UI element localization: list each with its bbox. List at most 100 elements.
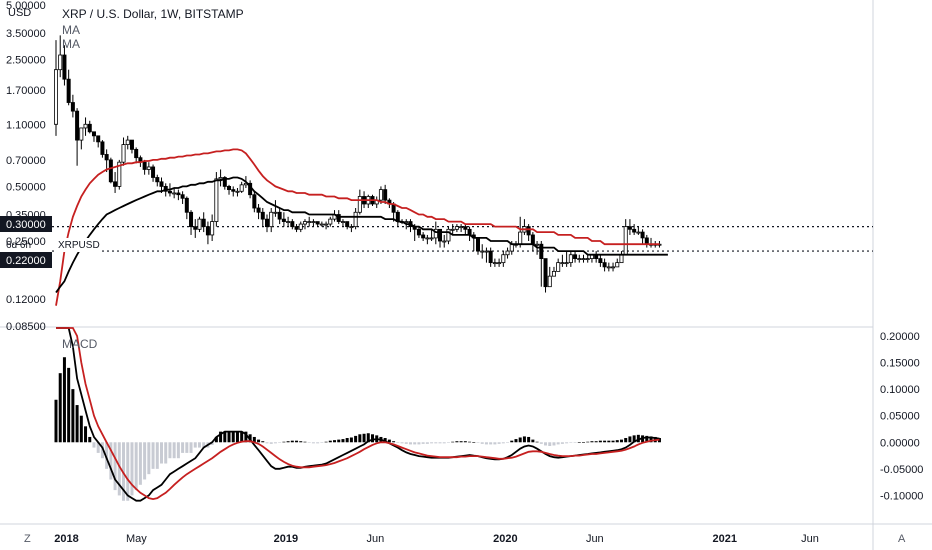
macd-histogram-bar	[645, 435, 649, 443]
time-axis-label: 2018	[54, 533, 78, 545]
time-axis-label: 2021	[713, 533, 737, 545]
macd-histogram-bar	[278, 442, 282, 443]
macd-label[interactable]: MACD	[62, 337, 98, 351]
candle-body	[210, 221, 215, 236]
price-tick-label: 0.08500	[6, 321, 46, 333]
macd-histogram-bar	[240, 431, 244, 443]
macd-histogram-bar	[210, 442, 214, 445]
macd-histogram-bar	[202, 442, 206, 448]
candle-body	[205, 226, 210, 236]
auto-scale-button[interactable]: A	[898, 533, 906, 545]
currency-label: USD	[8, 7, 31, 19]
macd-histogram-bar	[522, 436, 526, 443]
candle-body	[497, 262, 502, 265]
macd-histogram-bar	[214, 436, 218, 443]
macd-histogram-bar	[387, 439, 391, 443]
macd-line	[56, 327, 660, 502]
macd-histogram-bar	[560, 442, 564, 444]
macd-histogram-bar	[88, 436, 92, 443]
macd-histogram-bar	[79, 415, 83, 443]
macd-histogram-bar	[100, 442, 104, 459]
macd-tick-label: 0.15000	[880, 358, 920, 370]
macd-histogram-bar	[628, 436, 632, 443]
candle-body	[632, 228, 637, 233]
time-axis-label: 2019	[274, 533, 298, 545]
macd-histogram-bar	[451, 441, 455, 443]
macd-histogram-bar	[96, 442, 100, 453]
macd-histogram-bar	[506, 442, 510, 443]
candle-body	[180, 194, 185, 199]
candle-body	[383, 189, 388, 201]
macd-histogram-bar	[476, 442, 480, 443]
macd-histogram-bar	[172, 442, 176, 459]
candle-body	[277, 211, 282, 220]
macd-histogram-bar	[197, 442, 201, 448]
chart-title: XRP / U.S. Dollar, 1W, BITSTAMP	[62, 7, 244, 21]
macd-histogram-bar	[252, 436, 256, 443]
candle-body	[556, 262, 561, 272]
macd-histogram-bar	[67, 367, 71, 443]
candle-body	[290, 221, 295, 228]
macd-histogram-bar	[223, 431, 227, 443]
time-axis-label: Jun	[367, 533, 385, 545]
macd-histogram-bar	[257, 439, 261, 443]
log-scale-button[interactable]: Z	[24, 533, 31, 545]
macd-histogram-bar	[341, 439, 345, 443]
macd-histogram-bar	[619, 439, 623, 443]
candle-body	[640, 231, 645, 239]
macd-histogram-bar	[181, 442, 185, 453]
macd-histogram-bar	[392, 441, 396, 443]
macd-histogram-bar	[632, 435, 636, 443]
macd-histogram-bar	[501, 442, 505, 444]
macd-tick-label: 0.10000	[880, 384, 920, 396]
candle-body	[357, 196, 362, 213]
candle-body	[446, 228, 451, 242]
macd-histogram-bar	[164, 442, 168, 464]
ma1-label[interactable]: MA	[62, 23, 80, 37]
candle-body	[568, 254, 573, 264]
candle-body	[564, 262, 569, 265]
symbol-tag-box	[54, 238, 100, 252]
candle-body	[129, 139, 134, 150]
macd-histogram-bar	[126, 442, 130, 501]
macd-histogram-bar	[261, 441, 265, 443]
macd-histogram-bar	[531, 439, 535, 443]
macd-histogram-bar	[489, 442, 493, 445]
time-axis-label: Jun	[586, 533, 604, 545]
macd-histogram-bar	[582, 442, 585, 443]
ma2-label[interactable]: MA	[62, 37, 80, 51]
signal-line	[56, 327, 660, 501]
macd-histogram-bar	[455, 441, 459, 443]
macd-histogram-bar	[227, 431, 231, 443]
macd-histogram-bar	[421, 442, 425, 444]
candle-body	[108, 159, 113, 183]
candle-body	[62, 54, 67, 80]
macd-layer	[54, 327, 661, 502]
candle-body	[340, 221, 345, 223]
lower-price-marker	[0, 252, 52, 268]
macd-histogram-bar	[138, 442, 142, 485]
macd-histogram-bar	[497, 442, 501, 444]
candle-body	[273, 211, 278, 214]
macd-histogram-bar	[408, 442, 412, 445]
candle-body	[307, 221, 312, 223]
candle-body	[328, 218, 333, 225]
macd-histogram-bar	[404, 442, 408, 444]
candle-body	[336, 214, 341, 222]
macd-histogram-bar	[493, 442, 497, 445]
candle-body	[611, 266, 616, 269]
macd-histogram-bar	[193, 442, 197, 448]
candle-body	[172, 192, 177, 195]
candle-body	[353, 211, 358, 228]
candle-body	[319, 223, 324, 226]
macd-histogram-bar	[303, 441, 307, 443]
candle-body	[433, 228, 438, 239]
candle-body	[623, 226, 628, 256]
macd-histogram-bar	[189, 442, 193, 453]
candle-body	[193, 226, 198, 230]
macd-histogram-bar	[282, 441, 286, 443]
candle-body	[155, 177, 160, 183]
macd-tick-label: 0.20000	[880, 331, 920, 343]
macd-histogram-bar	[400, 442, 404, 444]
